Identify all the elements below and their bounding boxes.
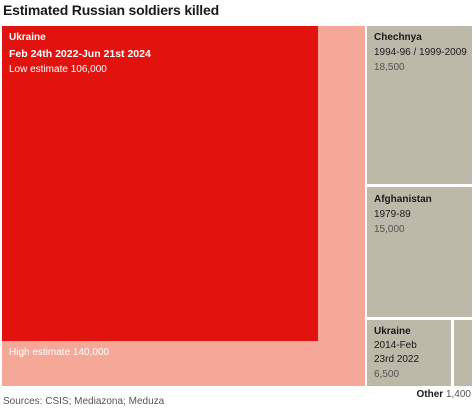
- ukraine-tile-period: Feb 24th 2022-Jun 21st 2024: [9, 48, 151, 60]
- ukraine-2014-tile-value: 6,500: [374, 369, 400, 380]
- ukraine-high-estimate-label: High estimate 140,000: [9, 347, 110, 358]
- treemap-tile-ukraine-2014: [367, 320, 451, 386]
- afghanistan-tile-name: Afghanistan: [374, 194, 432, 205]
- chart-source: Sources: CSIS; Mediazona; Meduza: [3, 396, 165, 407]
- other-label: Other 1,400: [417, 389, 471, 400]
- ukraine-2014-tile-period-line2: 23rd 2022: [374, 354, 420, 365]
- chechnya-tile-value: 18,500: [374, 62, 405, 73]
- treemap-tile-afghanistan: [367, 187, 472, 317]
- ukraine-2014-tile-period-line1: 2014-Feb: [374, 340, 417, 351]
- afghanistan-tile-period: 1979-89: [374, 209, 411, 220]
- treemap-tile-other: [454, 320, 472, 386]
- other-label-name: Other: [416, 389, 444, 400]
- afghanistan-tile-value: 15,000: [374, 224, 405, 235]
- other-label-value: 1,400: [445, 389, 471, 400]
- treemap-tile-ukraine-low-estimate: [2, 26, 318, 341]
- ukraine-tile-name: Ukraine: [9, 32, 46, 43]
- chechnya-tile-name: Chechnya: [374, 32, 422, 43]
- chechnya-tile-period: 1994-96 / 1999-2009: [374, 47, 467, 58]
- treemap-tile-chechnya: [367, 26, 472, 184]
- ukraine-2014-tile-name: Ukraine: [374, 326, 411, 337]
- chart-title: Estimated Russian soldiers killed: [3, 2, 219, 18]
- ukraine-low-estimate-label: Low estimate 106,000: [9, 64, 107, 75]
